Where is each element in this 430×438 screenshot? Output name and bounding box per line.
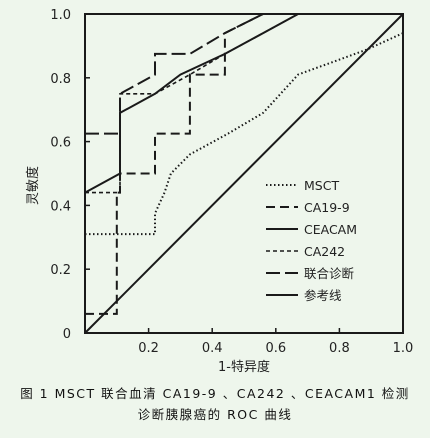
legend-label: 参考线 <box>304 288 342 303</box>
y-tick-label: 1.0 <box>50 8 71 23</box>
y-tick-label: 0.2 <box>50 263 71 278</box>
x-tick-label: 0.2 <box>138 341 159 356</box>
series-line-1 <box>85 32 404 236</box>
y-tick-label: 0 <box>63 327 71 342</box>
plot-frame <box>84 13 404 334</box>
series-line-5 <box>85 13 403 135</box>
x-tick-label: 0.8 <box>329 341 350 356</box>
x-tick-label: 0.4 <box>202 341 223 356</box>
legend-label: 联合诊断 <box>304 266 354 281</box>
x-tick-label: 1.0 <box>393 341 414 356</box>
caption-line-1: 图 1 MSCT 联合血清 CA19-9 、CA242 、CEACAM1 检测 <box>20 386 410 401</box>
legend-label: CA19-9 <box>304 200 350 215</box>
legend-label: CEACAM <box>304 222 357 237</box>
x-axis-title: 1-特异度 <box>218 359 270 375</box>
legend-label: CA242 <box>304 244 345 259</box>
x-tick-label: 0.6 <box>265 341 286 356</box>
series-line-4 <box>85 13 403 194</box>
y-tick-label: 0.8 <box>50 72 71 87</box>
legend-label: MSCT <box>304 178 339 193</box>
roc-chart: 0.2 0.4 0.6 0.8 1.000.20.40.60.81.01-特异度灵敏度 … <box>25 8 414 375</box>
y-tick-label: 0.6 <box>50 136 71 151</box>
series-line-3 <box>84 13 403 194</box>
figure-caption: 图 1 MSCT 联合血清 CA19-9 、CA242 、CEACAM1 检测 … <box>0 383 430 425</box>
caption-line-2: 诊断胰腺癌的 ROC 曲线 <box>137 407 293 422</box>
series-line-2 <box>85 13 403 315</box>
y-tick-label: 0.4 <box>50 199 71 214</box>
y-axis-title: 灵敏度 <box>25 166 41 205</box>
series-line-6 <box>84 13 404 334</box>
